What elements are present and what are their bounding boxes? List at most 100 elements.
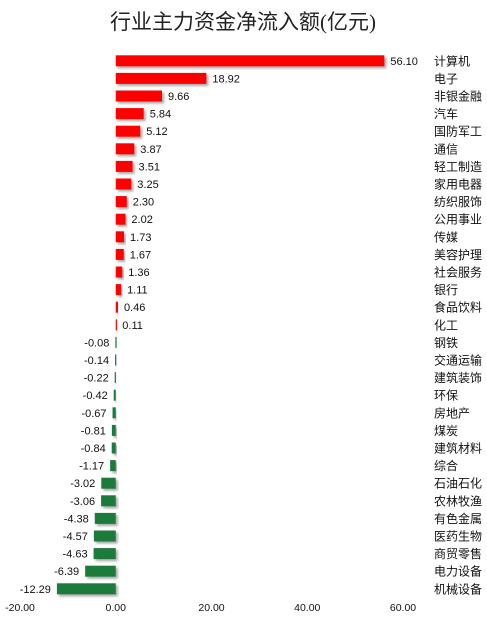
category-label-8: 纺织服饰	[434, 195, 482, 209]
bar-19	[113, 389, 116, 401]
value-label-0: 56.10	[390, 56, 418, 68]
category-label-10: 传媒	[434, 229, 458, 244]
category-label-18: 建筑装饰	[434, 370, 482, 385]
x-tick-label-4: 60.00	[390, 602, 416, 614]
value-label-1: 18.92	[212, 73, 240, 85]
category-label-5: 通信	[434, 142, 458, 156]
category-label-15: 化工	[434, 318, 458, 332]
value-label-14: 0.46	[124, 302, 145, 314]
bar-26	[94, 512, 116, 524]
category-label-16: 钢铁	[434, 336, 458, 350]
x-tick-label-2: 20.00	[198, 602, 224, 614]
value-label-5: 3.87	[140, 144, 161, 156]
category-label-28: 商贸零售	[434, 546, 482, 561]
bar-10	[115, 231, 125, 243]
category-label-12: 社会服务	[434, 265, 482, 280]
x-tick-label-3: 40.00	[294, 602, 320, 614]
category-label-11: 美容护理	[434, 247, 482, 262]
category-label-22: 建筑材料	[434, 441, 482, 456]
category-label-4: 国防军工	[434, 124, 482, 139]
value-label-26: -4.38	[64, 513, 89, 525]
bar-0	[115, 55, 385, 67]
bar-5	[115, 143, 135, 155]
category-label-13: 银行	[434, 283, 458, 297]
bar-7	[115, 178, 132, 190]
bar-25	[101, 495, 116, 507]
value-label-20: -0.67	[81, 408, 106, 420]
value-label-21: -0.81	[81, 425, 106, 437]
value-label-16: -0.08	[84, 337, 109, 349]
value-label-19: -0.42	[83, 390, 108, 402]
bar-8	[115, 196, 127, 208]
value-label-10: 1.73	[130, 232, 151, 244]
value-label-4: 5.12	[146, 126, 167, 138]
category-label-0: 计算机	[434, 53, 470, 68]
bars-group	[56, 55, 385, 595]
bar-1	[115, 72, 207, 84]
category-label-24: 石油石化	[434, 477, 482, 491]
category-label-29: 电力设备	[434, 565, 482, 579]
value-label-29: -6.39	[54, 566, 79, 578]
category-label-1: 电子	[434, 72, 458, 86]
bar-23	[110, 460, 116, 472]
category-label-30: 机械设备	[434, 581, 482, 596]
bar-6	[115, 160, 133, 172]
value-label-17: -0.14	[84, 355, 109, 367]
bar-9	[115, 213, 126, 225]
value-label-12: 1.36	[128, 267, 149, 279]
value-label-11: 1.67	[130, 249, 151, 261]
value-labels-group: 56.10 18.92 9.66 5.84 5.12 3.87 3.51 3.25 2.30 2.…	[20, 56, 418, 596]
bar-28	[93, 548, 116, 560]
category-label-9: 公用事业	[434, 213, 482, 227]
category-label-25: 农林牧渔	[434, 494, 482, 508]
value-label-9: 2.02	[131, 214, 152, 226]
category-label-23: 综合	[434, 458, 458, 473]
value-label-3: 5.84	[150, 109, 171, 121]
category-label-3: 汽车	[434, 106, 458, 121]
value-label-23: -1.17	[79, 461, 104, 473]
bar-20	[112, 407, 116, 419]
bar-16	[115, 336, 117, 348]
bar-21	[111, 424, 116, 436]
category-label-27: 医药生物	[434, 530, 482, 544]
category-label-26: 有色金属	[434, 511, 482, 526]
bar-13	[115, 284, 122, 296]
value-label-25: -3.06	[70, 496, 95, 508]
bar-14	[115, 301, 118, 313]
bar-22	[111, 442, 116, 454]
value-label-7: 3.25	[137, 179, 158, 191]
category-label-21: 煤炭	[434, 424, 458, 438]
chart-title: 行业主力资金净流入额(亿元)	[110, 10, 376, 34]
value-label-27: -4.57	[63, 531, 88, 543]
value-label-28: -4.63	[63, 549, 88, 561]
x-tick-label-0: -20.00	[5, 602, 35, 614]
category-labels-group: 计算机电子非银金融汽车国防军工通信轻工制造家用电器纺织服饰公用事业传媒美容护理社…	[434, 53, 482, 596]
bar-3	[115, 108, 144, 120]
category-label-17: 交通运输	[434, 353, 482, 368]
category-label-7: 家用电器	[434, 177, 482, 192]
value-label-15: 0.11	[122, 320, 143, 332]
bar-2	[115, 90, 162, 102]
value-label-24: -3.02	[70, 478, 95, 490]
category-label-20: 房地产	[434, 405, 470, 420]
value-label-30: -12.29	[20, 584, 51, 596]
bar-15	[115, 319, 117, 331]
category-label-14: 食品饮料	[434, 300, 482, 315]
value-label-8: 2.30	[133, 197, 154, 209]
category-label-2: 非银金融	[434, 89, 482, 104]
value-label-2: 9.66	[168, 91, 189, 103]
x-tick-label-1: 0.00	[106, 602, 127, 614]
value-label-22: -0.84	[81, 443, 106, 455]
value-label-6: 3.51	[139, 161, 160, 173]
category-label-19: 环保	[434, 389, 458, 403]
bar-29	[85, 565, 116, 577]
category-label-6: 轻工制造	[434, 160, 482, 174]
value-label-13: 1.11	[127, 285, 148, 297]
bar-27	[93, 530, 116, 542]
bar-24	[101, 477, 116, 489]
bar-18	[114, 372, 116, 384]
bar-17	[115, 354, 117, 366]
bar-30	[56, 583, 116, 595]
bar-4	[115, 125, 141, 137]
